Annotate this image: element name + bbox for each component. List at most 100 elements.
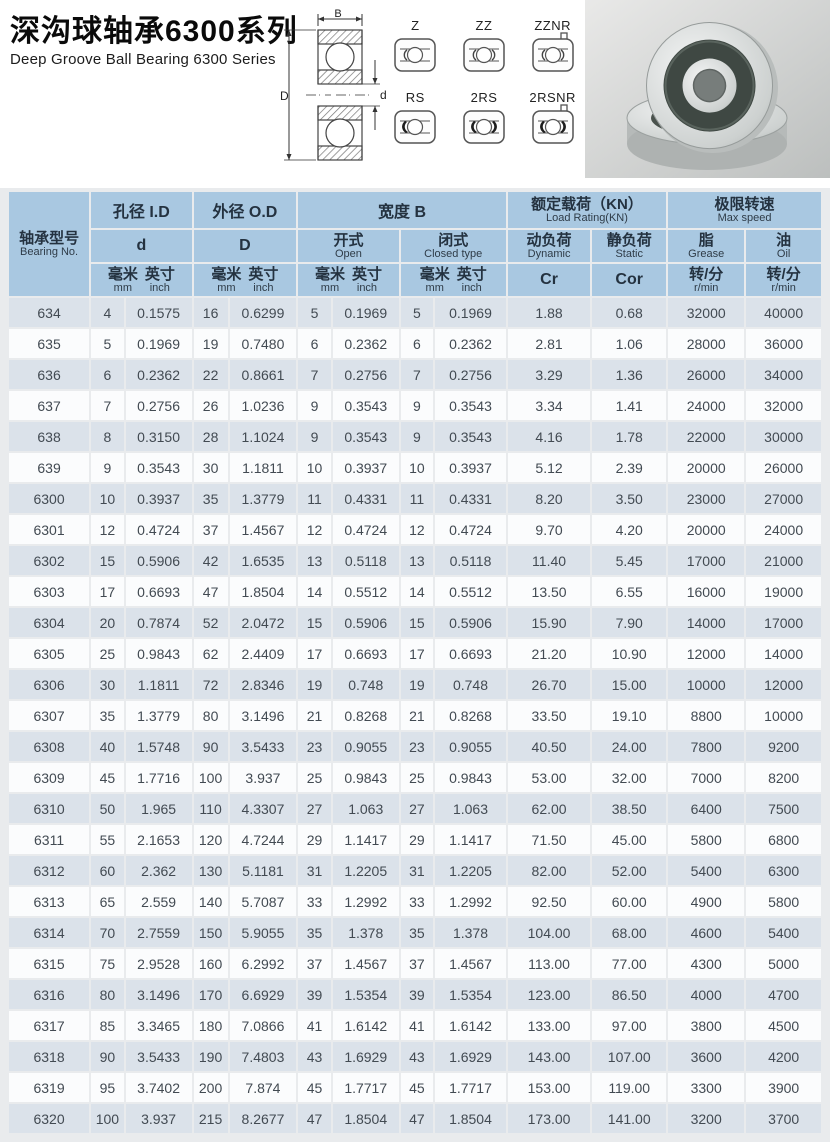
cell: 6300 xyxy=(9,484,90,513)
table-row: 6309 45 1.7716 100 3.937 25 0.9843 25 0.9843 53.0… xyxy=(9,763,821,792)
cell: 6310 xyxy=(9,794,90,823)
cell: 7 xyxy=(298,360,331,389)
cell: 40000 xyxy=(746,298,821,327)
cell: 0.9843 xyxy=(332,763,399,792)
cell: 3.34 xyxy=(507,391,591,420)
cell: 6400 xyxy=(668,794,745,823)
cell: 141.00 xyxy=(592,1104,667,1133)
table-row: 6318 90 3.5433 190 7.4803 43 1.6929 43 1.6929 143… xyxy=(9,1042,821,1071)
cell: 21 xyxy=(298,701,331,730)
cell: 0.1969 xyxy=(332,298,399,327)
cell: 21 xyxy=(400,701,434,730)
variant-zznr: ZZNR xyxy=(523,18,582,80)
cell: 12000 xyxy=(746,670,821,699)
cell: 1.8504 xyxy=(435,1104,506,1133)
cell: 80 xyxy=(91,980,124,1009)
units-header-open: 毫米 mm 英寸 inch xyxy=(298,264,399,296)
table-row: 6313 65 2.559 140 5.7087 33 1.2992 33 1.2992 92.5… xyxy=(9,887,821,916)
cell: 9 xyxy=(91,453,124,482)
cell: 82.00 xyxy=(507,856,591,885)
cell: 12 xyxy=(91,515,124,544)
cell: 4.20 xyxy=(592,515,667,544)
cell: 22000 xyxy=(668,422,745,451)
table-body: 634 4 0.1575 16 0.6299 5 0.1969 5 0.1969 1.88 0.68… xyxy=(9,298,821,1133)
bearing-variant-z-icon xyxy=(394,38,437,72)
cell: 2.9528 xyxy=(125,949,192,978)
cell: 0.3937 xyxy=(332,453,399,482)
cell: 24000 xyxy=(668,391,745,420)
cell: 17 xyxy=(400,639,434,668)
cell: 1.0236 xyxy=(229,391,297,420)
cell: 8800 xyxy=(668,701,745,730)
cell: 0.9055 xyxy=(332,732,399,761)
cell: 143.00 xyxy=(507,1042,591,1071)
cell: 12 xyxy=(400,515,434,544)
col-group-max-speed: 极限转速 Max speed xyxy=(668,192,821,228)
cell: 40.50 xyxy=(507,732,591,761)
cell: 113.00 xyxy=(507,949,591,978)
table-row: 6308 40 1.5748 90 3.5433 23 0.9055 23 0.9055 40.5… xyxy=(9,732,821,761)
cell: 13 xyxy=(400,546,434,575)
table-row: 6310 50 1.965 110 4.3307 27 1.063 27 1.063 62.00 3… xyxy=(9,794,821,823)
cell: 0.6693 xyxy=(125,577,192,606)
cell: 32000 xyxy=(668,298,745,327)
cell: 1.78 xyxy=(592,422,667,451)
cell: 45 xyxy=(298,1073,331,1102)
col-header-d: d xyxy=(91,230,192,262)
dim-label-d: d xyxy=(380,88,387,102)
cell: 215 xyxy=(193,1104,228,1133)
cell: 36000 xyxy=(746,329,821,358)
cell: 1.1417 xyxy=(435,825,506,854)
cell: 6320 xyxy=(9,1104,90,1133)
cell: 173.00 xyxy=(507,1104,591,1133)
cell: 6 xyxy=(91,360,124,389)
cell: 19000 xyxy=(746,577,821,606)
table-row: 6306 30 1.1811 72 2.8346 19 0.748 19 0.748 26.70 1… xyxy=(9,670,821,699)
cell: 190 xyxy=(193,1042,228,1071)
cell: 29 xyxy=(400,825,434,854)
cell: 3.7402 xyxy=(125,1073,192,1102)
page-header: 深沟球轴承6300系列 Deep Groove Ball Bearing 630… xyxy=(0,0,830,188)
cell: 6.6929 xyxy=(229,980,297,1009)
cell: 150 xyxy=(193,918,228,947)
bearing-variant-2rs-icon xyxy=(463,110,505,144)
cell: 24.00 xyxy=(592,732,667,761)
cell: 6305 xyxy=(9,639,90,668)
cell: 5800 xyxy=(668,825,745,854)
cell: 639 xyxy=(9,453,90,482)
cell: 14000 xyxy=(746,639,821,668)
cell: 41 xyxy=(298,1011,331,1040)
cell: 20 xyxy=(91,608,124,637)
cell: 0.3543 xyxy=(332,422,399,451)
table-row: 6317 85 3.3465 180 7.0866 41 1.6142 41 1.6142 133… xyxy=(9,1011,821,1040)
cell: 0.3543 xyxy=(435,391,506,420)
cell: 180 xyxy=(193,1011,228,1040)
cell: 638 xyxy=(9,422,90,451)
cell: 0.3150 xyxy=(125,422,192,451)
cell: 634 xyxy=(9,298,90,327)
table-row: 6312 60 2.362 130 5.1181 31 1.2205 31 1.2205 82.0… xyxy=(9,856,821,885)
cell: 75 xyxy=(91,949,124,978)
cell: 6316 xyxy=(9,980,90,1009)
cell: 107.00 xyxy=(592,1042,667,1071)
cell: 68.00 xyxy=(592,918,667,947)
table-row: 6311 55 2.1653 120 4.7244 29 1.1417 29 1.1417 71.… xyxy=(9,825,821,854)
cell: 39 xyxy=(298,980,331,1009)
cell: 200 xyxy=(193,1073,228,1102)
cell: 6308 xyxy=(9,732,90,761)
cell: 1.2205 xyxy=(435,856,506,885)
cell: 1.5354 xyxy=(435,980,506,1009)
cell: 1.7717 xyxy=(435,1073,506,1102)
cell: 43 xyxy=(298,1042,331,1071)
cell: 10 xyxy=(91,484,124,513)
cell: 1.2992 xyxy=(332,887,399,916)
cell: 26 xyxy=(193,391,228,420)
bearing-cross-section-diagram: B D d xyxy=(280,8,387,161)
table-row: 637 7 0.2756 26 1.0236 9 0.3543 9 0.3543 3.34 1.41… xyxy=(9,391,821,420)
cell: 0.4331 xyxy=(435,484,506,513)
cell: 0.5118 xyxy=(332,546,399,575)
cell: 19.10 xyxy=(592,701,667,730)
cell: 2.8346 xyxy=(229,670,297,699)
cell: 0.3543 xyxy=(332,391,399,420)
cell: 6311 xyxy=(9,825,90,854)
